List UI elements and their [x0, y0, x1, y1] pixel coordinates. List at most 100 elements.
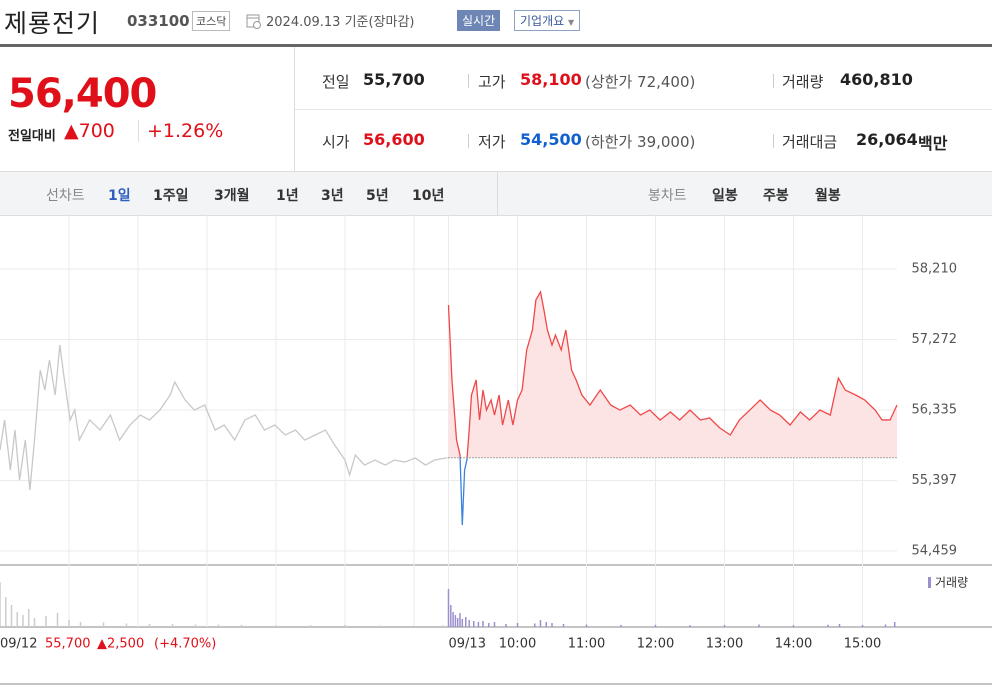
volume-bar — [16, 612, 18, 627]
x-tick-label: 10:00 — [499, 637, 536, 652]
tab[interactable]: 5년 — [366, 188, 389, 204]
prev-rate: (+4.70%) — [154, 637, 216, 652]
current-price: 56,400 — [8, 71, 157, 117]
label: 거래대금 — [782, 133, 838, 151]
change-label: 전일대비 — [8, 129, 56, 144]
market-badge: 코스닥 — [192, 11, 231, 31]
price-area — [448, 291, 897, 458]
volume-bar — [240, 624, 243, 627]
volume-bar — [0, 582, 1, 627]
volume-bar — [534, 623, 536, 627]
divider — [773, 74, 774, 88]
volume-bar — [461, 619, 464, 627]
tab[interactable]: 3개월 — [214, 188, 250, 204]
volume-bar — [456, 618, 459, 627]
volume-bar — [620, 625, 622, 627]
x-tick-label: 11:00 — [568, 637, 605, 652]
price-chart: 58,210 57,272 56,335 55,397 54,459 09/12 09/13… — [0, 215, 992, 685]
volume-bar — [447, 589, 450, 627]
company-label[interactable]: 기업개요 — [520, 14, 565, 28]
value: 55,700 — [363, 70, 425, 89]
y-tick-label: 57,272 — [912, 332, 958, 347]
x-tick-label: 15:00 — [844, 637, 881, 652]
volume-bar — [505, 624, 507, 627]
volume-bar — [45, 616, 47, 627]
volume-bar — [473, 621, 475, 627]
tab[interactable]: 1일 — [108, 188, 131, 204]
volume-bar — [10, 605, 13, 627]
volume-bar — [516, 623, 519, 627]
volume-bar — [838, 624, 841, 627]
volume-bar — [539, 620, 542, 627]
volume-bar — [68, 620, 70, 627]
change: ▲700 — [64, 120, 115, 142]
tab-divider — [497, 172, 498, 215]
company-dropdown[interactable]: 기업개요 ▼ — [514, 10, 581, 31]
x-tick-label: 12:00 — [637, 637, 674, 652]
volume-bar — [28, 609, 30, 627]
tab[interactable]: 주봉 — [763, 188, 789, 204]
label: 전일 — [322, 73, 350, 91]
divider — [773, 134, 774, 148]
note: (하한가 39,000) — [585, 133, 696, 151]
volume-bar — [482, 621, 484, 627]
volume-bar — [545, 622, 547, 627]
tab-group-label: 선차트 — [46, 188, 85, 204]
stock-code: 033100 — [127, 12, 190, 30]
volume-bar — [171, 624, 174, 627]
tab[interactable]: 일봉 — [712, 188, 738, 204]
divider — [468, 134, 469, 148]
volume-bar — [194, 624, 197, 627]
tab[interactable]: 10년 — [412, 188, 445, 204]
volume-bar — [861, 625, 864, 627]
volume-bar — [792, 625, 795, 627]
prev-close: 55,700 — [45, 637, 91, 652]
y-tick-label: 54,459 — [912, 544, 958, 559]
y-tick-label: 56,335 — [912, 402, 958, 417]
volume-bar — [585, 624, 588, 627]
volume-bar — [551, 623, 553, 627]
prev-change: ▲2,500 — [97, 637, 144, 652]
volume-bar — [758, 624, 760, 627]
volume-bar — [477, 622, 480, 627]
tab[interactable]: 1주일 — [153, 188, 189, 204]
volume-bar — [442, 625, 444, 627]
volume-bar — [344, 624, 346, 627]
date: 2024.09.13 기준(장마감) — [266, 15, 415, 30]
value: 58,100 — [520, 70, 582, 89]
chart-tabs: 선차트 1일 1주일 3개월 1년 3년 5년 10년 봉차트 일봉 주봉 월봉 — [0, 171, 992, 216]
volume-bar — [459, 613, 461, 627]
volume-bar — [465, 617, 467, 627]
tab[interactable]: 월봉 — [815, 188, 841, 204]
volume-bar — [56, 613, 59, 627]
tab[interactable]: 1년 — [276, 188, 299, 204]
volume-bar — [562, 624, 565, 627]
divider — [468, 74, 469, 88]
unit: 백만 — [918, 134, 948, 153]
tab-group-label: 봉차트 — [648, 188, 687, 204]
volume-bar — [309, 625, 312, 627]
change-rate: +1.26% — [138, 120, 223, 142]
realtime-button[interactable]: 실시간 — [457, 10, 501, 31]
price-line — [447, 290, 898, 458]
volume-bar — [723, 625, 726, 627]
label: 거래량 — [782, 73, 824, 91]
volume-legend: 거래량 — [935, 576, 968, 590]
volume-bar — [488, 623, 490, 627]
value: 26,064 — [856, 130, 918, 149]
tab[interactable]: 3년 — [321, 188, 344, 204]
x-tick-label: 13:00 — [706, 637, 743, 652]
volume-legend-swatch — [928, 577, 931, 588]
volume-bar — [413, 625, 415, 627]
volume-bar — [275, 625, 277, 627]
volume-bar — [884, 624, 887, 627]
volume-bar — [893, 622, 896, 627]
volume-bar — [654, 624, 657, 627]
volume-bar — [689, 625, 691, 627]
volume-bar — [452, 612, 454, 627]
y-tick-label: 58,210 — [912, 261, 958, 276]
value: 460,810 — [840, 70, 913, 89]
x-tick-label: 09/13 — [449, 637, 486, 652]
volume-bar — [148, 624, 151, 627]
